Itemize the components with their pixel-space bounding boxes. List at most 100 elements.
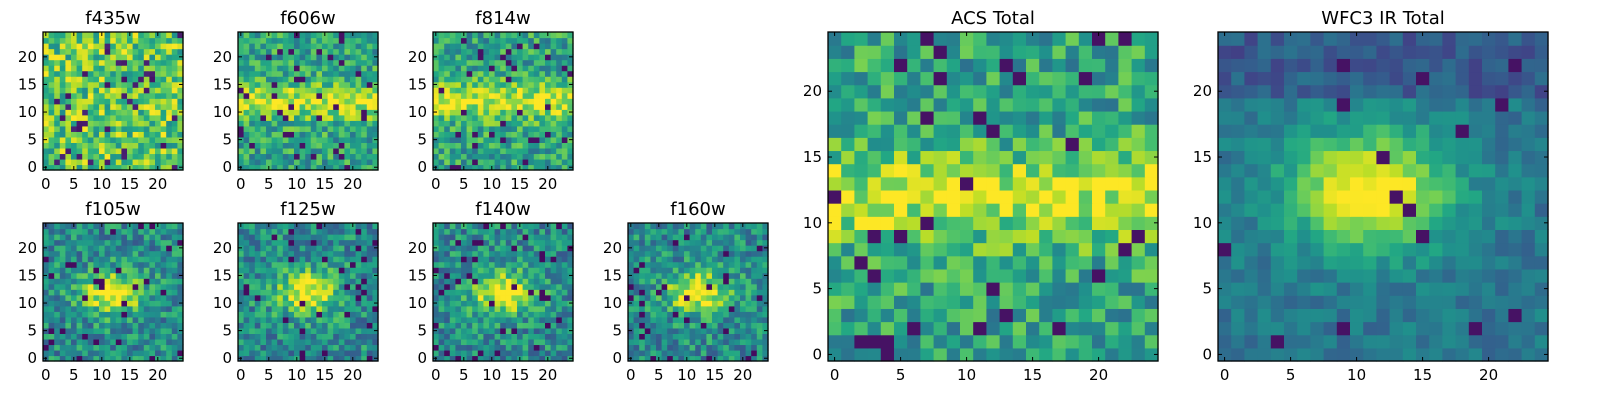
heatmap-cell — [93, 283, 100, 290]
heatmap-cell — [650, 289, 657, 296]
heatmap-cell — [288, 305, 295, 312]
heatmap-cell — [305, 267, 312, 274]
heatmap-cell — [282, 250, 289, 257]
heatmap-cell — [545, 344, 552, 351]
heatmap-cell — [322, 158, 329, 166]
heatmap-cell — [82, 109, 89, 116]
heatmap-cell — [310, 98, 317, 105]
heatmap-cell — [438, 142, 445, 149]
heatmap-cell — [121, 333, 128, 340]
heatmap-cell — [160, 261, 167, 268]
heatmap-cell — [533, 54, 540, 61]
heatmap-cell — [444, 322, 451, 329]
heatmap-cell — [350, 43, 357, 50]
heatmap-cell — [344, 256, 351, 263]
heatmap-cell — [277, 70, 284, 77]
heatmap-cell — [717, 300, 724, 307]
heatmap-cell — [1065, 229, 1080, 244]
heatmap-cell — [372, 250, 379, 257]
heatmap-cell — [433, 147, 440, 155]
heatmap-cell — [828, 242, 842, 257]
heatmap-cell — [466, 120, 473, 127]
heatmap-cell — [54, 333, 61, 340]
heatmap-cell — [327, 333, 334, 340]
heatmap-cell — [505, 54, 512, 61]
heatmap-cell — [344, 109, 351, 116]
heatmap-cell — [946, 334, 961, 349]
heatmap-cell — [48, 289, 55, 296]
heatmap-cell — [355, 355, 362, 362]
heatmap-cell — [466, 267, 473, 274]
heatmap-cell — [466, 234, 473, 241]
heatmap-cell — [366, 153, 373, 160]
heatmap-cell — [455, 142, 462, 149]
heatmap-cell — [723, 223, 730, 230]
heatmap-cell — [545, 322, 552, 329]
heatmap-cell — [271, 344, 278, 351]
heatmap-cell — [695, 283, 702, 290]
heatmap-cell — [841, 268, 855, 283]
heatmap-cell — [132, 76, 139, 83]
heatmap-cell — [115, 234, 122, 241]
heatmap-cell — [762, 322, 769, 329]
heatmap-cell — [249, 142, 256, 149]
heatmap-cell — [166, 147, 173, 155]
heatmap-cell — [288, 322, 295, 329]
heatmap-cell — [472, 109, 479, 116]
heatmap-cell — [366, 48, 373, 55]
heatmap-cell — [99, 158, 106, 166]
heatmap-cell — [344, 261, 351, 268]
heatmap-cell — [438, 239, 445, 246]
heatmap-cell — [477, 355, 484, 362]
heatmap-cell — [54, 305, 61, 312]
heatmap-cell — [539, 223, 546, 230]
heatmap-cell — [305, 272, 312, 279]
heatmap-cell — [695, 305, 702, 312]
heatmap-cell — [249, 344, 256, 351]
heatmap-cell — [344, 316, 351, 323]
heatmap-cell — [461, 289, 468, 296]
heatmap-cell — [505, 311, 512, 318]
heatmap-cell — [717, 344, 724, 351]
heatmap-cell — [277, 327, 284, 334]
heatmap-cell — [717, 316, 724, 323]
heatmap-cell — [517, 114, 524, 121]
heatmap-cell — [517, 48, 524, 55]
heatmap-cell — [87, 125, 94, 132]
heatmap-cell — [366, 54, 373, 61]
heatmap-cell — [177, 338, 184, 346]
heatmap-cell — [132, 153, 139, 160]
heatmap-cell — [155, 250, 162, 257]
heatmap-cell — [277, 278, 284, 285]
heatmap-cell — [294, 37, 301, 44]
heatmap-cell — [650, 311, 657, 318]
heatmap-cell — [633, 294, 640, 301]
heatmap-cell — [556, 142, 563, 149]
heatmap-cell — [82, 344, 89, 351]
heatmap-cell — [333, 70, 340, 77]
heatmap-cell — [166, 223, 173, 230]
heatmap-cell — [728, 245, 735, 252]
heatmap-cell — [76, 65, 83, 72]
heatmap-cell — [545, 120, 552, 127]
heatmap-cell — [93, 294, 100, 301]
heatmap-cell — [65, 234, 72, 241]
heatmap-cell — [316, 65, 323, 72]
heatmap-cell — [177, 125, 184, 132]
heatmap-cell — [155, 311, 162, 318]
heatmap-cell — [254, 316, 261, 323]
heatmap-cell — [639, 311, 646, 318]
heatmap-cell — [93, 316, 100, 323]
heatmap-cell — [177, 103, 184, 110]
heatmap-cell — [361, 131, 368, 138]
heatmap-cell — [266, 103, 273, 110]
heatmap-cell — [43, 70, 50, 77]
heatmap-cell — [960, 242, 974, 257]
heatmap-cell — [449, 223, 456, 230]
heatmap-cell — [260, 344, 267, 351]
heatmap-cell — [500, 333, 507, 340]
heatmap-cell — [138, 349, 145, 357]
heatmap-cell — [986, 229, 1001, 244]
heatmap-cell — [489, 283, 496, 290]
heatmap-cell — [143, 87, 150, 94]
